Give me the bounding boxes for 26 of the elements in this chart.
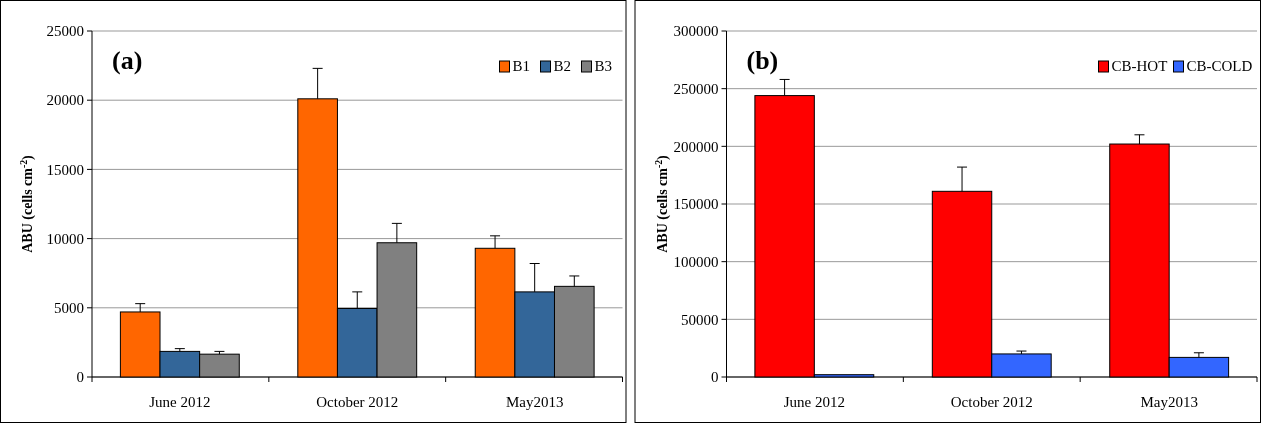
y-tick-label: 25000	[46, 23, 84, 40]
y-tick-label: 20000	[46, 92, 84, 109]
x-tick-label: June 2012	[149, 394, 211, 410]
legend-label: CB-COLD	[1186, 58, 1253, 74]
x-tick-label: June 2012	[783, 394, 845, 410]
y-tick-label: 50000	[681, 311, 719, 328]
legend-label: B3	[594, 58, 613, 74]
y-tick-label: 150000	[673, 196, 719, 213]
y-tick-label: 300000	[673, 23, 719, 40]
x-tick-label: October 2012	[950, 394, 1033, 410]
y-tick-label: 10000	[46, 230, 84, 247]
legend-label: B1	[512, 58, 531, 74]
y-tick-label: 100000	[673, 253, 719, 270]
x-tick-label: May2013	[1140, 394, 1198, 410]
y-tick-label: 0	[711, 369, 719, 386]
y-tick-label: 200000	[673, 138, 719, 155]
text: (a)	[112, 46, 143, 75]
x-tick-label: October 2012	[316, 394, 399, 410]
y-tick-label: 15000	[46, 161, 84, 178]
legend-label: CB-HOT	[1111, 58, 1168, 74]
x-tick-label: May2013	[505, 394, 564, 410]
text: (b)	[746, 46, 779, 75]
y-tick-label: 0	[76, 369, 84, 386]
y-tick-label: 250000	[673, 80, 719, 97]
legend-label: B2	[553, 58, 572, 74]
y-tick-label: 5000	[54, 300, 84, 317]
